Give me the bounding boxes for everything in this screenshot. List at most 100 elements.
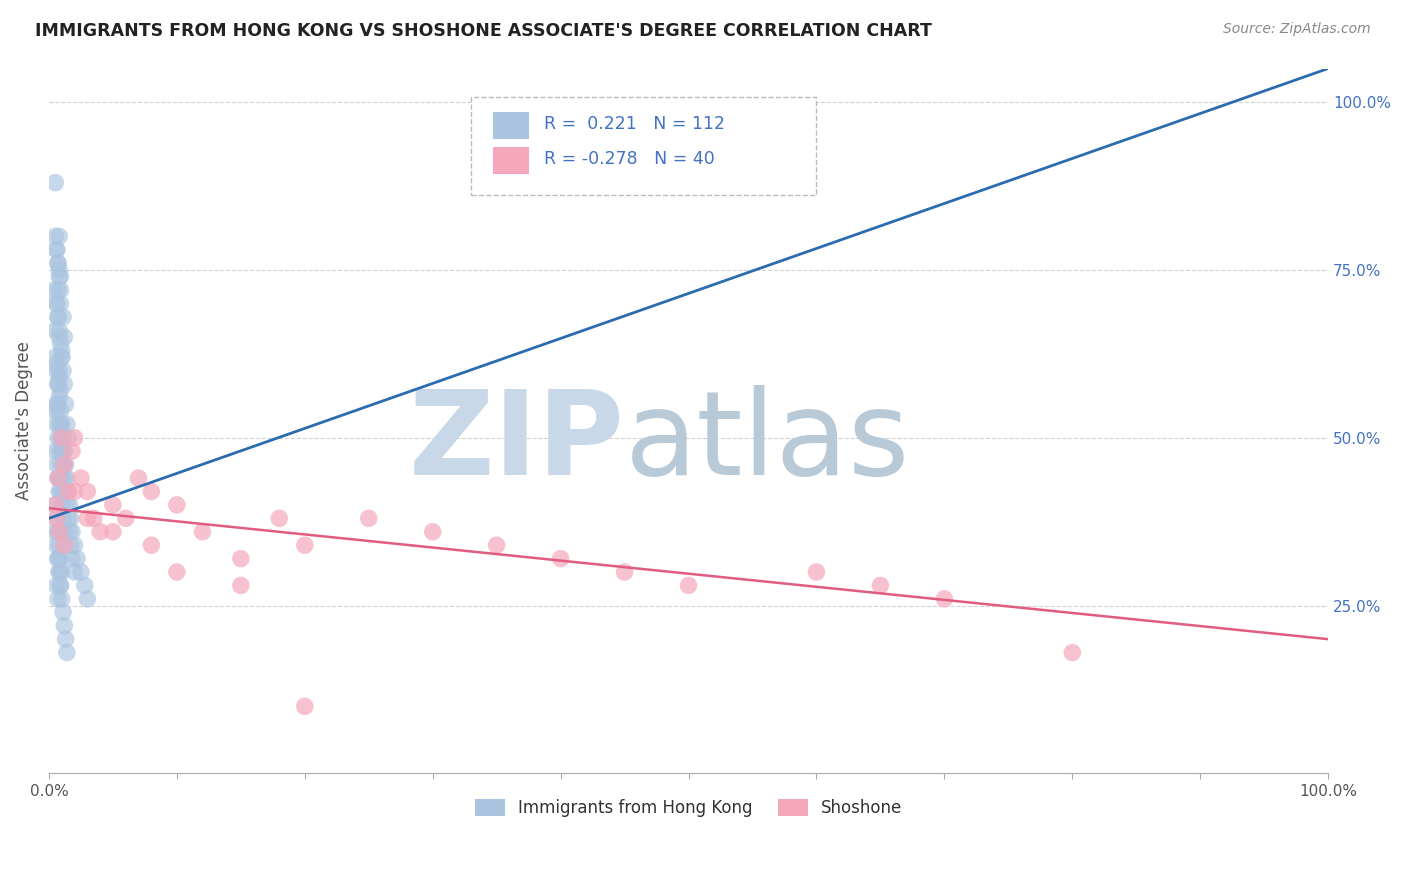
Point xyxy=(83,511,105,525)
Point xyxy=(49,404,72,418)
Point xyxy=(76,591,98,606)
Point xyxy=(53,458,76,472)
Point xyxy=(45,397,67,411)
Point xyxy=(48,330,70,344)
Point xyxy=(60,444,83,458)
Point xyxy=(52,363,75,377)
Point xyxy=(44,498,66,512)
Point xyxy=(42,283,65,297)
Point xyxy=(59,511,82,525)
Point xyxy=(934,591,956,606)
Point xyxy=(166,565,188,579)
Point xyxy=(76,484,98,499)
Point xyxy=(48,565,70,579)
Point xyxy=(51,431,73,445)
Point xyxy=(45,243,67,257)
Point xyxy=(46,524,69,539)
Point xyxy=(52,431,75,445)
Point xyxy=(46,551,69,566)
Point xyxy=(46,551,69,566)
Point xyxy=(60,524,83,539)
Point xyxy=(49,578,72,592)
Point xyxy=(56,431,79,445)
Point xyxy=(48,269,70,284)
Point xyxy=(53,458,76,472)
Point xyxy=(45,511,67,525)
Point xyxy=(53,444,76,458)
Point xyxy=(44,323,66,337)
Point xyxy=(44,229,66,244)
Point xyxy=(52,605,75,619)
Point xyxy=(678,578,700,592)
Point xyxy=(56,417,79,432)
Point xyxy=(58,524,80,539)
Point xyxy=(51,444,73,458)
Point xyxy=(55,458,77,472)
Text: R =  0.221   N = 112: R = 0.221 N = 112 xyxy=(544,115,725,133)
Point xyxy=(63,565,86,579)
Point xyxy=(48,370,70,384)
Point xyxy=(229,551,252,566)
Point xyxy=(294,538,316,552)
Point xyxy=(51,471,73,485)
Point xyxy=(229,578,252,592)
Point xyxy=(46,431,69,445)
Point xyxy=(51,565,73,579)
Point xyxy=(63,484,86,499)
Point xyxy=(49,296,72,310)
Point xyxy=(48,471,70,485)
Point xyxy=(357,511,380,525)
Point xyxy=(89,524,111,539)
Point xyxy=(46,377,69,392)
Point xyxy=(70,565,93,579)
Text: R = -0.278   N = 40: R = -0.278 N = 40 xyxy=(544,151,714,169)
Point xyxy=(48,524,70,539)
Point xyxy=(45,363,67,377)
Point xyxy=(48,263,70,277)
Point xyxy=(56,484,79,499)
Point xyxy=(49,578,72,592)
Text: atlas: atlas xyxy=(624,384,910,500)
Point xyxy=(48,444,70,458)
Legend: Immigrants from Hong Kong, Shoshone: Immigrants from Hong Kong, Shoshone xyxy=(467,790,911,825)
Point xyxy=(76,511,98,525)
Point xyxy=(46,471,69,485)
Text: IMMIGRANTS FROM HONG KONG VS SHOSHONE ASSOCIATE'S DEGREE CORRELATION CHART: IMMIGRANTS FROM HONG KONG VS SHOSHONE AS… xyxy=(35,22,932,40)
Point xyxy=(51,431,73,445)
Point xyxy=(45,417,67,432)
Point xyxy=(101,524,124,539)
Point xyxy=(550,551,572,566)
Point xyxy=(63,431,86,445)
Point xyxy=(48,323,70,337)
Point xyxy=(52,444,75,458)
Point xyxy=(51,498,73,512)
Point xyxy=(166,498,188,512)
Point xyxy=(44,404,66,418)
Point xyxy=(55,397,77,411)
Point xyxy=(141,538,163,552)
Point xyxy=(45,538,67,552)
Point xyxy=(49,417,72,432)
Point xyxy=(46,377,69,392)
Point xyxy=(294,699,316,714)
Point xyxy=(53,618,76,632)
Point xyxy=(51,417,73,432)
Point xyxy=(73,578,96,592)
Point xyxy=(55,632,77,647)
Point xyxy=(53,538,76,552)
Point xyxy=(44,524,66,539)
Point xyxy=(191,524,214,539)
Point xyxy=(52,484,75,499)
Point xyxy=(66,551,89,566)
Point xyxy=(52,511,75,525)
Point xyxy=(49,384,72,398)
Point xyxy=(422,524,444,539)
Point xyxy=(70,471,93,485)
Text: Source: ZipAtlas.com: Source: ZipAtlas.com xyxy=(1223,22,1371,37)
Point xyxy=(60,551,83,566)
Point xyxy=(53,524,76,539)
Point xyxy=(45,357,67,371)
Point xyxy=(58,498,80,512)
Point xyxy=(49,551,72,566)
Point xyxy=(45,578,67,592)
